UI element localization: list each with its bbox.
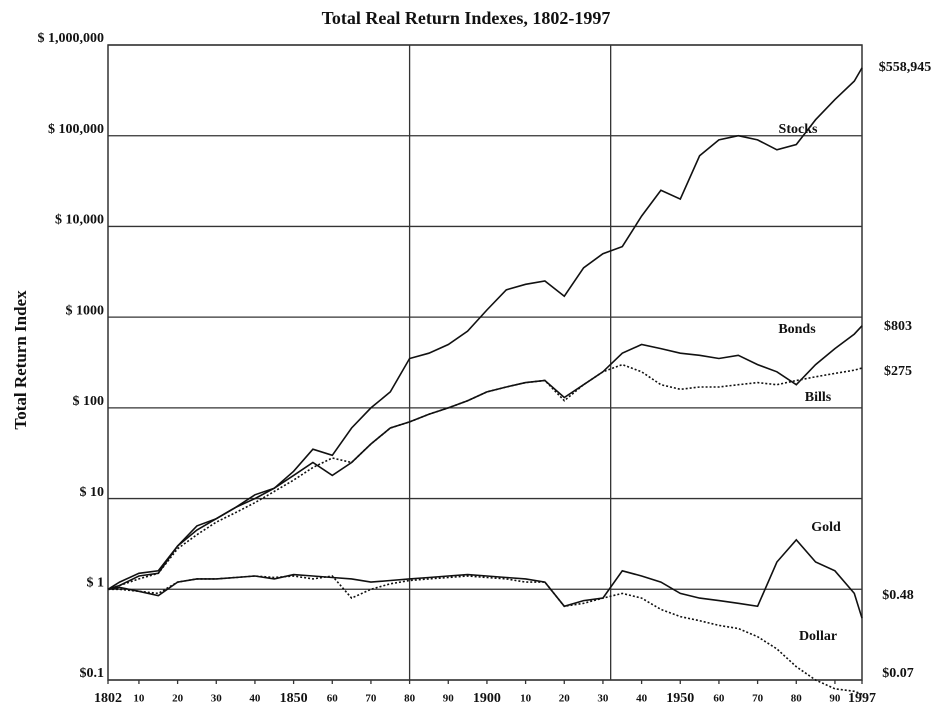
plot-frame [107,44,863,681]
x-tick-label: 20 [559,693,571,705]
x-tick-label: 60 [327,693,339,705]
y-axis-label: Total Return Index [11,290,30,430]
x-tick-label: 10 [520,693,532,705]
y-tick-label: $ 1 [87,576,105,591]
x-tick-label: 1850 [280,691,308,706]
x-tick-label: 30 [597,693,609,705]
y-tick-label: $0.1 [80,666,105,681]
x-tick-label: 1950 [666,691,694,706]
x-tick-label: 40 [249,693,261,705]
x-tick-label: 90 [443,693,455,705]
y-tick-label: $ 10,000 [55,213,104,228]
series-label: Stocks [779,122,818,137]
x-tick-label: 20 [172,693,184,705]
series-line [107,67,863,590]
y-tick-label: $ 100,000 [48,122,104,137]
y-tick-label: $ 1,000,000 [38,31,105,46]
x-tick-label: 10 [133,693,145,705]
x-tick-label: 60 [713,693,725,705]
x-tick-label: 70 [752,693,764,705]
series-label: Dollar [799,629,837,644]
x-tick-label: 1802 [94,691,122,706]
chart-title: Total Real Return Indexes, 1802-1997 [322,8,611,28]
x-tick-label: 1997 [848,691,876,706]
y-tick-label: $ 10 [80,485,105,500]
end-label: $275 [884,364,912,379]
y-tick-label: $ 1000 [66,303,105,318]
x-tick-label: 40 [636,693,648,705]
series-line [107,363,863,591]
end-label: $0.07 [882,666,914,681]
x-tick-label: 70 [365,693,377,705]
series-label: Bonds [778,322,816,337]
end-label: $558,945 [879,60,932,75]
series-line [107,325,863,591]
series-line [108,575,863,695]
series-label: Bills [805,390,832,405]
x-tick-label: 90 [829,693,841,705]
x-tick-label: 80 [791,693,803,705]
x-tick-label: 80 [404,693,416,705]
x-tick-label: 1900 [473,691,501,706]
x-tick-label: 30 [211,693,223,705]
end-label: $0.48 [882,588,914,603]
end-label: $803 [884,319,912,334]
y-tick-label: $ 100 [73,394,105,409]
series-label: Gold [811,520,841,535]
